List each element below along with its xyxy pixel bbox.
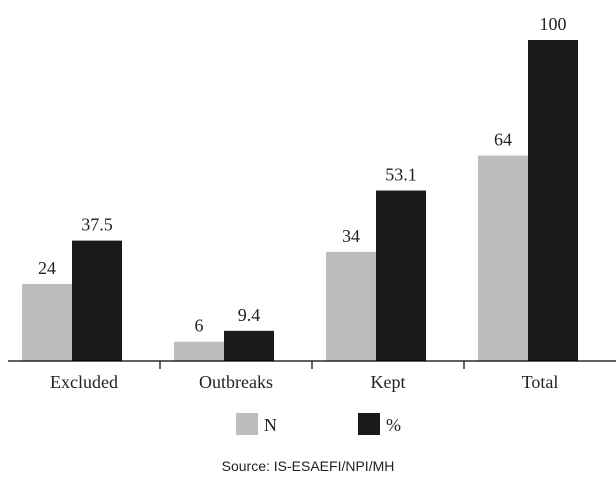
bar-kept-percent [376, 190, 426, 361]
value-label-kept-percent: 53.1 [385, 165, 417, 185]
bars-group [22, 40, 578, 361]
bar-total-percent [528, 40, 578, 361]
category-label-excluded: Excluded [50, 372, 118, 392]
value-labels-group: 24 37.5 6 9.4 34 53.1 64 100 [38, 14, 567, 336]
category-label-kept: Kept [371, 372, 406, 392]
value-label-total-percent: 100 [540, 14, 567, 34]
bar-total-n [478, 155, 528, 361]
value-label-total-n: 64 [494, 130, 512, 150]
category-labels-group: Excluded Outbreaks Kept Total [50, 372, 558, 392]
value-label-outbreaks-n: 6 [195, 316, 204, 336]
category-label-outbreaks: Outbreaks [199, 372, 273, 392]
legend-swatch-percent [358, 413, 380, 435]
bar-kept-n [326, 251, 376, 361]
legend-swatch-n [236, 413, 258, 435]
value-label-kept-n: 34 [342, 226, 360, 246]
category-label-total: Total [522, 372, 559, 392]
value-label-excluded-percent: 37.5 [81, 215, 113, 235]
source-note: Source: IS-ESAEFI/NPI/MH [221, 458, 395, 474]
value-label-excluded-n: 24 [38, 258, 56, 278]
bar-outbreaks-n [174, 341, 224, 361]
bar-outbreaks-percent [224, 330, 274, 361]
value-label-outbreaks-percent: 9.4 [238, 305, 261, 325]
bar-excluded-n [22, 283, 72, 361]
legend: N% [236, 413, 401, 435]
x-axis-ticks [159, 361, 465, 369]
legend-label-percent: % [386, 415, 401, 435]
bar-excluded-percent [72, 240, 122, 361]
legend-label-n: N [264, 415, 277, 435]
